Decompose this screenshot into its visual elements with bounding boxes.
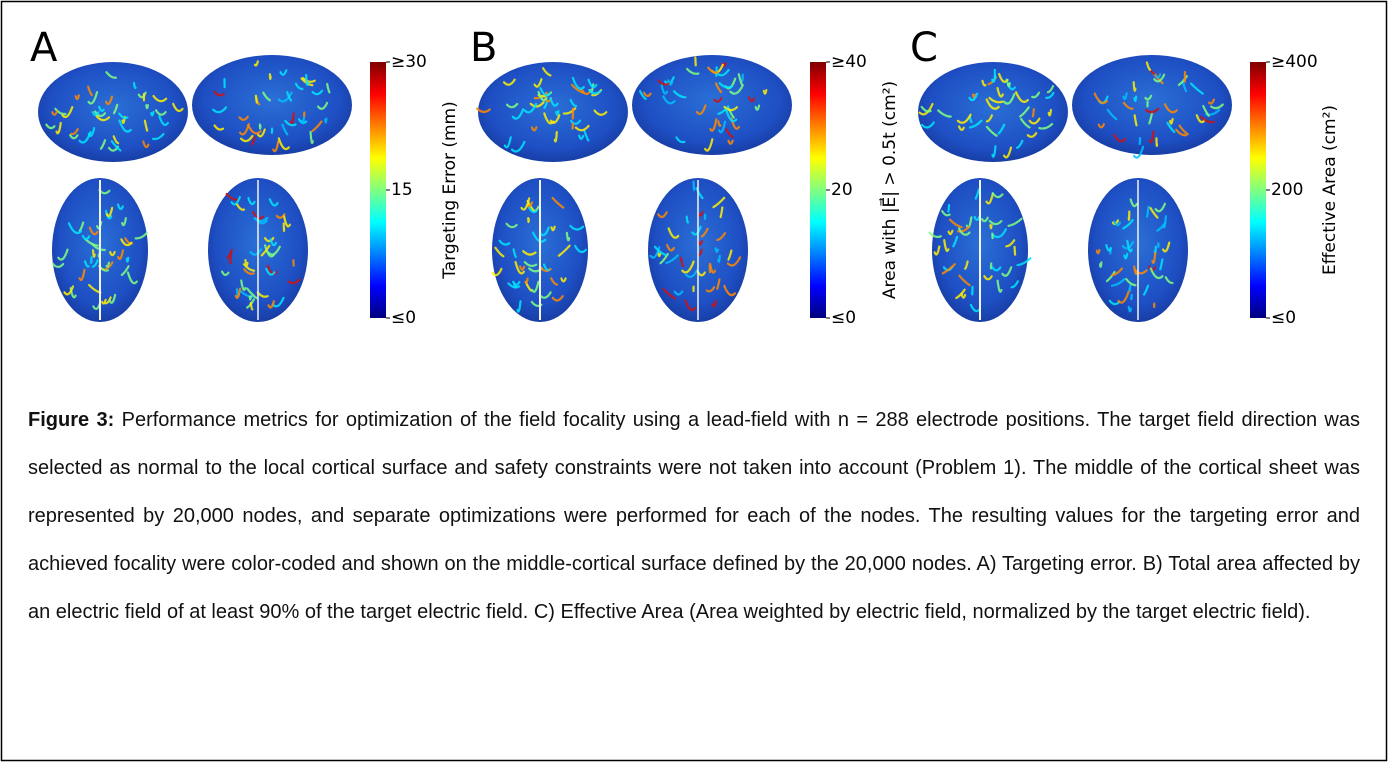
colorbar-tick-label: 20 (831, 180, 853, 200)
caption: Figure 3: Performance metrics for optimi… (28, 396, 1360, 636)
sulcus (1129, 285, 1130, 291)
panel-label: C (910, 25, 938, 71)
sulcus (687, 217, 688, 223)
sulcus (127, 258, 128, 262)
sulcus (948, 205, 949, 211)
page: A ≤0 15 ≥30 Targeting Error (mm) B ≤0 20 ≥40 Area… (0, 0, 1388, 762)
brain-render (1072, 55, 1232, 158)
colorbar-tick-label: ≥30 (391, 52, 427, 72)
sulcus (716, 248, 718, 251)
sulcus (1131, 295, 1132, 299)
sulcus (256, 96, 257, 103)
sulcus (1100, 262, 1101, 266)
brain-render (38, 62, 188, 162)
colorbar-tick-label: 200 (1271, 180, 1303, 200)
sulcus (694, 182, 695, 190)
colorbar (1250, 62, 1266, 318)
colorbar-title: Targeting Error (mm) (440, 101, 460, 280)
brain-surface (192, 55, 352, 155)
brain-render (192, 55, 352, 155)
sulcus (325, 119, 326, 123)
figure: A ≤0 15 ≥30 Targeting Error (mm) B ≤0 20 ≥40 Area… (0, 0, 1388, 762)
sulcus (91, 257, 92, 262)
brain-render (477, 62, 628, 162)
sulcus (230, 253, 231, 264)
sulcus (1033, 109, 1034, 116)
sulcus (1134, 97, 1136, 101)
colorbar-tick-label: ≤0 (391, 308, 416, 328)
brain-render (632, 55, 792, 155)
caption-text: Performance metrics for optimization of … (28, 409, 1360, 623)
sulcus (990, 225, 991, 228)
sulcus (270, 74, 271, 79)
sulcus (1156, 138, 1157, 146)
sulcus (146, 105, 148, 108)
colorbar (810, 62, 826, 318)
colorbar-tick-label: 15 (391, 180, 413, 200)
colorbar-tick-label: ≤0 (831, 308, 856, 328)
panel-label: A (30, 25, 58, 71)
sulcus (151, 112, 153, 115)
caption-label: Figure 3: (28, 409, 114, 431)
colorbar-tick-label: ≥40 (831, 52, 867, 72)
sulcus (658, 253, 660, 256)
sulcus (1008, 83, 1010, 86)
sulcus (1129, 212, 1130, 220)
colorbar-title: Area with |E⃗| > 0.5t (cm²) (878, 81, 900, 299)
sulcus (260, 125, 261, 129)
colorbar-title: Effective Area (cm²) (1320, 105, 1340, 275)
colorbar-tick-label: ≤0 (1271, 308, 1296, 328)
sulcus (528, 218, 529, 222)
colorbar-tick-label: ≥400 (1271, 52, 1318, 72)
brain-render (918, 62, 1068, 162)
panel-label: B (470, 25, 497, 71)
colorbar (370, 62, 386, 318)
sulcus (1140, 138, 1141, 144)
sulcus (1015, 247, 1016, 255)
sulcus (250, 296, 251, 299)
